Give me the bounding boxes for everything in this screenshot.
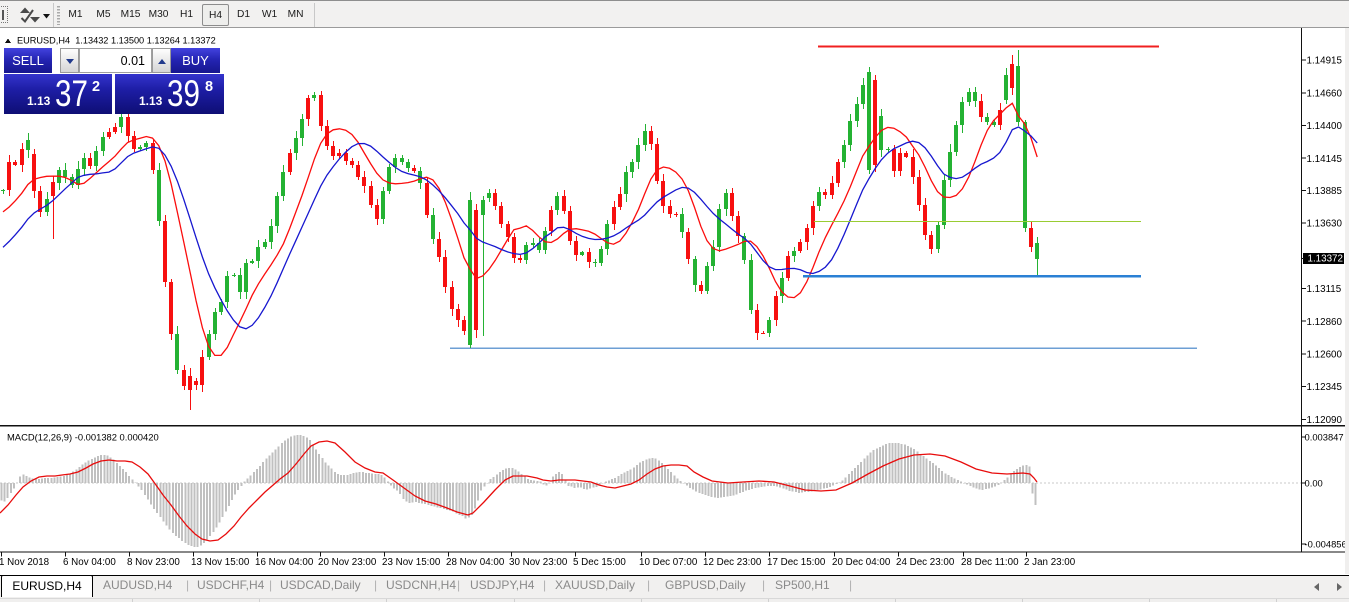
svg-text:1.12345: 1.12345 xyxy=(1307,382,1343,393)
svg-text:16 Nov 04:00: 16 Nov 04:00 xyxy=(255,557,314,568)
svg-text:12 Dec 23:00: 12 Dec 23:00 xyxy=(703,557,762,568)
svg-text:30 Nov 23:00: 30 Nov 23:00 xyxy=(509,557,568,568)
svg-text:1.12600: 1.12600 xyxy=(1307,350,1343,361)
svg-text:10 Dec 07:00: 10 Dec 07:00 xyxy=(639,557,698,568)
svg-text:1.14915: 1.14915 xyxy=(1307,56,1343,67)
svg-text:1.12090: 1.12090 xyxy=(1307,415,1343,426)
svg-text:1.14400: 1.14400 xyxy=(1307,121,1343,132)
svg-text:MACD(12,26,9) -0.001382 0.0004: MACD(12,26,9) -0.001382 0.000420 xyxy=(7,432,159,443)
svg-text:0.003847: 0.003847 xyxy=(1305,432,1344,443)
svg-text:0.00: 0.00 xyxy=(1305,478,1323,489)
svg-text:28 Dec 11:00: 28 Dec 11:00 xyxy=(961,557,1019,568)
svg-text:28 Nov 04:00: 28 Nov 04:00 xyxy=(446,557,505,568)
svg-text:1.14660: 1.14660 xyxy=(1307,88,1343,99)
svg-text:1.13115: 1.13115 xyxy=(1307,284,1342,295)
svg-text:1.12860: 1.12860 xyxy=(1307,317,1343,328)
svg-text:8 Nov 23:00: 8 Nov 23:00 xyxy=(127,557,180,568)
svg-text:6 Nov 04:00: 6 Nov 04:00 xyxy=(63,557,116,568)
svg-text:20 Dec 04:00: 20 Dec 04:00 xyxy=(832,557,891,568)
svg-text:1 Nov 2018: 1 Nov 2018 xyxy=(0,557,50,568)
svg-text:1.13630: 1.13630 xyxy=(1307,219,1343,230)
svg-text:EURUSD,H4 1.13432 1.13500 1.1: EURUSD,H4 1.13432 1.13500 1.13264 1.1337… xyxy=(17,36,216,46)
svg-text:17 Dec 15:00: 17 Dec 15:00 xyxy=(767,557,826,568)
svg-text:24 Dec 23:00: 24 Dec 23:00 xyxy=(896,557,955,568)
svg-text:-0.004856: -0.004856 xyxy=(1305,539,1347,550)
svg-text:1.13885: 1.13885 xyxy=(1307,186,1343,197)
svg-text:2 Jan 23:00: 2 Jan 23:00 xyxy=(1024,557,1076,568)
svg-text:5 Dec 15:00: 5 Dec 15:00 xyxy=(573,557,626,568)
svg-text:23 Nov 15:00: 23 Nov 15:00 xyxy=(382,557,441,568)
svg-text:1.14145: 1.14145 xyxy=(1307,154,1343,165)
svg-text:1.13372: 1.13372 xyxy=(1308,254,1343,265)
svg-text:20 Nov 23:00: 20 Nov 23:00 xyxy=(318,557,377,568)
svg-text:13 Nov 15:00: 13 Nov 15:00 xyxy=(191,557,250,568)
